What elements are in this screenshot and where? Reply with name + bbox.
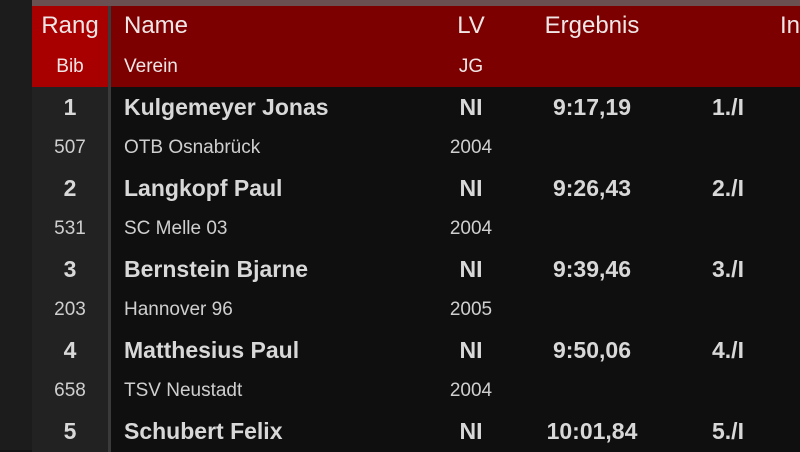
rang: 4	[63, 337, 77, 363]
column-separator	[108, 46, 111, 87]
athlete-name[interactable]: Langkopf Paul	[124, 175, 283, 201]
ergebnis: 10:01,84	[546, 418, 638, 444]
platz: 1./I	[712, 94, 744, 120]
header-info[interactable]: In	[780, 12, 800, 39]
header-jg[interactable]: JG	[458, 55, 484, 77]
ergebnis: 9:39,46	[552, 256, 631, 282]
rang: 5	[63, 418, 77, 444]
column-separator	[108, 87, 111, 128]
ergebnis: 9:17,19	[552, 94, 631, 120]
verein[interactable]: Hannover 96	[124, 298, 233, 320]
results-table: Rang Name LV Ergebnis In Bib Verein JG 1…	[32, 6, 800, 452]
jahrgang: 2004	[449, 217, 493, 239]
bib: 531	[54, 217, 86, 239]
table-row[interactable]: 1 Kulgemeyer Jonas NI 9:17,19 1./I	[32, 87, 800, 128]
table-row[interactable]: 3 Bernstein Bjarne NI 9:39,46 3./I	[32, 249, 800, 290]
table-header-row-1: Rang Name LV Ergebnis In	[32, 6, 800, 47]
column-separator	[108, 6, 111, 47]
athlete-name[interactable]: Bernstein Bjarne	[124, 256, 309, 282]
verein[interactable]: SC Melle 03	[124, 217, 228, 239]
table-row-detail[interactable]: 507 OTB Osnabrück 2004	[32, 127, 800, 168]
platz: 3./I	[712, 256, 744, 282]
table-row-detail[interactable]: 658 TSV Neustadt 2004	[32, 370, 800, 411]
top-bar	[32, 0, 800, 6]
bib: 507	[54, 136, 86, 158]
column-separator	[108, 249, 111, 290]
header-name[interactable]: Name	[124, 12, 189, 39]
ergebnis: 9:26,43	[552, 175, 631, 201]
column-separator	[108, 289, 111, 330]
rang: 2	[63, 175, 77, 201]
lv: NI	[459, 337, 483, 363]
header-bib[interactable]: Bib	[56, 55, 84, 77]
table-row-detail[interactable]: 203 Hannover 96 2005	[32, 289, 800, 330]
lv: NI	[459, 94, 483, 120]
table-header-row-2: Bib Verein JG	[32, 46, 800, 87]
lv: NI	[459, 175, 483, 201]
jahrgang: 2005	[449, 298, 493, 320]
column-separator	[108, 208, 111, 249]
column-separator	[108, 411, 111, 452]
column-separator	[108, 370, 111, 411]
platz: 5./I	[712, 418, 744, 444]
table-row[interactable]: 5 Schubert Felix NI 10:01,84 5./I	[32, 411, 800, 452]
jahrgang: 2004	[449, 136, 493, 158]
column-separator	[108, 127, 111, 168]
left-margin	[0, 0, 32, 450]
rang: 1	[63, 94, 77, 120]
table-row[interactable]: 2 Langkopf Paul NI 9:26,43 2./I	[32, 168, 800, 209]
column-separator	[108, 168, 111, 209]
athlete-name[interactable]: Matthesius Paul	[124, 337, 300, 363]
bib: 658	[54, 379, 86, 401]
table-row-detail[interactable]: 531 SC Melle 03 2004	[32, 208, 800, 249]
ergebnis: 9:50,06	[552, 337, 631, 363]
header-rang[interactable]: Rang	[41, 12, 99, 39]
bib: 203	[54, 298, 86, 320]
header-ergebnis[interactable]: Ergebnis	[544, 12, 640, 39]
header-lv[interactable]: LV	[457, 12, 485, 39]
table-row[interactable]: 4 Matthesius Paul NI 9:50,06 4./I	[32, 330, 800, 371]
lv: NI	[459, 256, 483, 282]
rang: 3	[63, 256, 77, 282]
header-verein[interactable]: Verein	[124, 55, 178, 77]
verein[interactable]: OTB Osnabrück	[124, 136, 261, 158]
platz: 2./I	[712, 175, 744, 201]
athlete-name[interactable]: Kulgemeyer Jonas	[124, 94, 329, 120]
column-separator	[108, 330, 111, 371]
verein[interactable]: TSV Neustadt	[124, 379, 243, 401]
platz: 4./I	[712, 337, 744, 363]
lv: NI	[459, 418, 483, 444]
jahrgang: 2004	[449, 379, 493, 401]
athlete-name[interactable]: Schubert Felix	[124, 418, 283, 444]
